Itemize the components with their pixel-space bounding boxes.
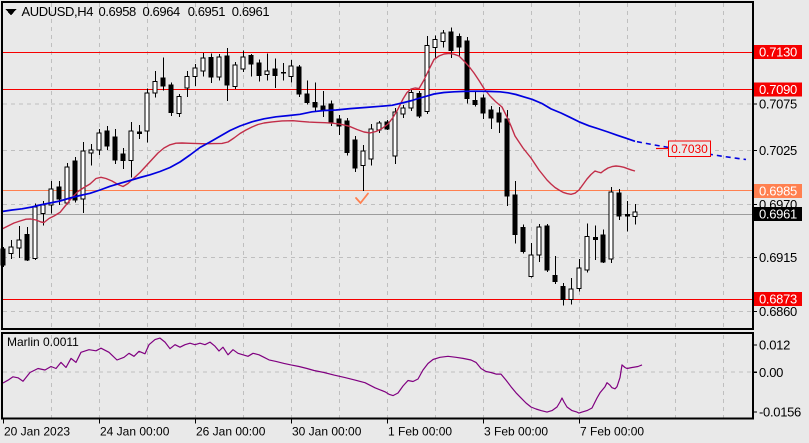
svg-text:26 Jan 00:00: 26 Jan 00:00 [196, 425, 266, 439]
svg-text:0.6961: 0.6961 [232, 4, 270, 19]
svg-text:0.7030: 0.7030 [671, 142, 708, 156]
svg-text:0.7130: 0.7130 [759, 45, 797, 60]
svg-text:0.6951: 0.6951 [188, 4, 226, 19]
svg-text:0.00: 0.00 [759, 365, 783, 380]
svg-text:0.6961: 0.6961 [759, 207, 797, 222]
svg-text:3 Feb 00:00: 3 Feb 00:00 [484, 425, 548, 439]
svg-text:0.6860: 0.6860 [759, 304, 797, 319]
svg-text:0.6964: 0.6964 [143, 4, 181, 19]
svg-text:7 Feb 00:00: 7 Feb 00:00 [580, 425, 644, 439]
svg-text:-0.0156: -0.0156 [759, 405, 801, 420]
svg-text:30 Jan 00:00: 30 Jan 00:00 [292, 425, 362, 439]
svg-text:24 Jan 00:00: 24 Jan 00:00 [100, 425, 170, 439]
svg-text:AUDUSD,H4: AUDUSD,H4 [22, 4, 94, 19]
svg-text:20 Jan 2023: 20 Jan 2023 [4, 425, 70, 439]
svg-text:0.6958: 0.6958 [99, 4, 137, 19]
svg-text:1 Feb 00:00: 1 Feb 00:00 [388, 425, 452, 439]
svg-text:0.6915: 0.6915 [759, 250, 797, 265]
svg-text:0.7075: 0.7075 [759, 97, 797, 112]
svg-text:0.6985: 0.6985 [759, 184, 797, 199]
svg-text:0.7090: 0.7090 [759, 82, 797, 97]
svg-text:0.7025: 0.7025 [759, 143, 797, 158]
svg-text:Marlin 0.0011: Marlin 0.0011 [7, 335, 79, 349]
svg-text:0.012: 0.012 [759, 338, 790, 353]
svg-text:0.6873: 0.6873 [759, 292, 797, 307]
